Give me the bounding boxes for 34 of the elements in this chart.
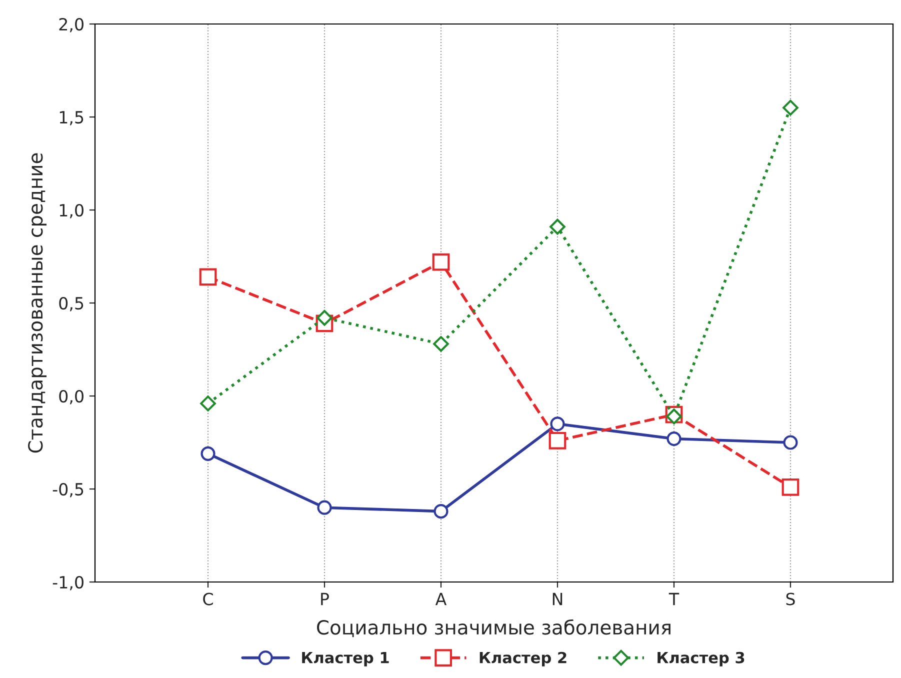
x-tick-label: T <box>668 592 680 606</box>
x-tick-label: N <box>552 592 562 606</box>
x-tick-label: A <box>435 592 447 606</box>
point <box>782 478 800 496</box>
legend-label: Кластер 3 <box>658 652 744 666</box>
point <box>433 336 449 352</box>
point <box>434 504 448 519</box>
point <box>316 310 332 326</box>
y-tick-label: 1,0 <box>60 204 84 218</box>
point <box>782 100 798 116</box>
y-tick-label: 0,0 <box>59 390 84 404</box>
point <box>200 446 216 461</box>
point <box>550 218 566 235</box>
point <box>666 431 682 446</box>
y-axis-title: Стандартизованные средние <box>28 153 47 453</box>
y-tick-label: -1,0 <box>52 576 84 590</box>
x-tick-label: S <box>786 592 795 606</box>
y-tick-label: 1,5 <box>60 111 84 126</box>
point <box>317 500 332 515</box>
y-tick-label: 0,5 <box>59 296 84 312</box>
point <box>550 416 565 432</box>
point <box>432 253 450 271</box>
x-tick-label: P <box>321 592 329 606</box>
point <box>548 432 566 450</box>
point <box>199 268 217 286</box>
point <box>200 396 216 412</box>
point <box>783 435 798 450</box>
legend-label: Кластер 1 <box>302 652 389 666</box>
legend-label: Кластер 2 <box>480 652 566 666</box>
x-axis-title: Социально значимые заболевания <box>317 619 670 638</box>
x-tick-label: C <box>203 592 213 606</box>
y-tick-label: 2,0 <box>59 18 84 32</box>
y-tick-label: -0,5 <box>52 482 84 498</box>
point <box>666 408 682 424</box>
